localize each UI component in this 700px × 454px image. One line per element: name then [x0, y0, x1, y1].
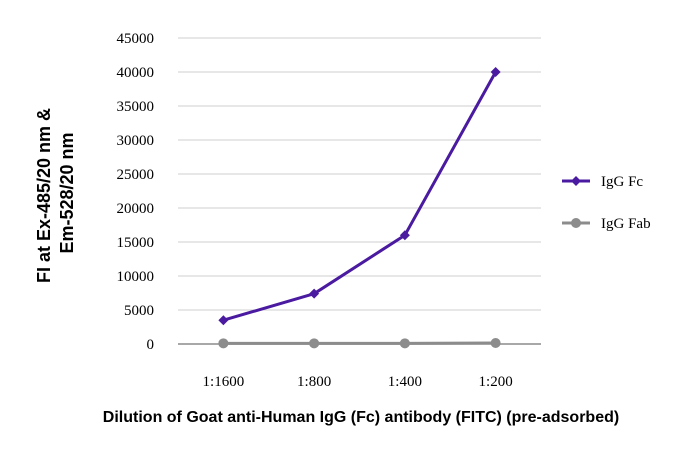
legend-item: IgG Fab — [562, 216, 651, 232]
y-tick-label: 40000 — [117, 65, 155, 81]
legend-label: IgG Fc — [601, 174, 643, 190]
x-tick-label: 1:200 — [479, 374, 513, 390]
y-axis-title-line-1: FI at Ex-485/20 nm & — [34, 108, 54, 283]
legend-label: IgG Fab — [601, 216, 651, 232]
gridlines — [178, 37, 541, 345]
data-point — [490, 67, 501, 77]
data-point — [399, 230, 410, 241]
x-tick-label: 1:1600 — [203, 374, 245, 390]
data-point — [309, 288, 320, 299]
data-point — [218, 315, 229, 326]
y-axis-title: FI at Ex-485/20 nm & Em-528/20 nm — [34, 103, 77, 283]
legend-marker — [571, 218, 581, 228]
y-tick-label: 30000 — [117, 133, 155, 149]
y-axis-ticks: 0 5000 10000 15000 20000 25000 30000 35000 40000… — [117, 31, 155, 353]
legend-item: IgG Fc — [562, 174, 643, 190]
series-lines — [218, 67, 501, 349]
x-tick-label: 1:400 — [388, 374, 422, 390]
y-tick-label: 0 — [147, 337, 155, 353]
data-point — [399, 338, 410, 349]
y-axis-title-line-2: Em-528/20 nm — [57, 132, 77, 253]
legend: IgG Fc IgG Fab — [562, 174, 651, 232]
data-point — [218, 338, 229, 349]
series-igg-fab — [218, 337, 501, 349]
data-point — [490, 337, 501, 348]
x-axis-title: Dilution of Goat anti-Human IgG (Fc) ant… — [103, 409, 619, 426]
data-point — [309, 338, 320, 349]
legend-marker — [571, 176, 581, 186]
x-axis-ticks: 1:1600 1:800 1:400 1:200 — [203, 374, 513, 390]
y-tick-label: 45000 — [117, 31, 155, 47]
series-igg-fc — [218, 67, 501, 326]
y-tick-label: 25000 — [117, 167, 155, 183]
series-line — [222, 71, 497, 322]
y-tick-label: 5000 — [124, 303, 154, 319]
x-tick-label: 1:800 — [297, 374, 331, 390]
y-tick-label: 10000 — [117, 269, 155, 285]
y-tick-label: 35000 — [117, 99, 155, 115]
y-tick-label: 15000 — [117, 235, 155, 251]
y-tick-label: 20000 — [117, 201, 155, 217]
